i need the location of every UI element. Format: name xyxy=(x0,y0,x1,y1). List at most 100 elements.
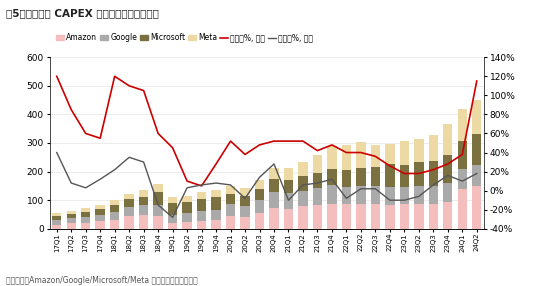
Bar xyxy=(183,202,192,213)
Bar xyxy=(443,155,453,183)
Bar xyxy=(284,180,293,193)
Bar xyxy=(197,199,206,211)
Bar xyxy=(124,194,134,199)
Bar xyxy=(385,187,394,205)
Bar xyxy=(168,203,177,214)
Bar xyxy=(298,162,307,176)
Bar xyxy=(240,206,250,217)
Bar xyxy=(313,188,322,205)
Bar xyxy=(255,213,264,229)
Bar xyxy=(124,216,134,229)
Bar xyxy=(81,223,90,229)
Bar xyxy=(327,146,337,169)
Bar xyxy=(153,184,163,192)
Bar xyxy=(356,186,366,204)
Bar xyxy=(211,220,221,229)
Bar xyxy=(385,164,394,187)
Bar xyxy=(385,205,394,229)
Bar xyxy=(110,200,119,205)
Bar xyxy=(255,200,264,213)
Bar xyxy=(428,186,438,204)
Bar xyxy=(313,155,322,173)
Bar xyxy=(211,197,221,210)
Bar xyxy=(400,141,409,165)
Bar xyxy=(284,193,293,209)
Bar xyxy=(428,204,438,229)
Bar xyxy=(168,223,177,229)
Bar xyxy=(52,216,62,220)
Bar xyxy=(211,190,221,197)
Bar xyxy=(342,204,351,229)
Bar xyxy=(226,194,235,204)
Bar xyxy=(67,218,76,223)
Bar xyxy=(168,214,177,223)
Bar xyxy=(255,180,264,189)
Bar xyxy=(183,213,192,222)
Bar xyxy=(96,214,105,221)
Bar xyxy=(240,217,250,229)
Bar xyxy=(124,199,134,207)
Bar xyxy=(226,216,235,229)
Text: 资料来源：Amazon/Google/Microsoft/Meta 季报，民生证券研究院: 资料来源：Amazon/Google/Microsoft/Meta 季报，民生证… xyxy=(6,276,197,285)
Bar xyxy=(356,204,366,229)
Bar xyxy=(270,208,279,229)
Bar xyxy=(153,192,163,205)
Bar xyxy=(96,221,105,229)
Bar xyxy=(52,220,62,225)
Bar xyxy=(226,204,235,216)
Bar xyxy=(327,169,337,185)
Bar xyxy=(67,214,76,218)
Bar xyxy=(153,205,163,216)
Bar xyxy=(327,185,337,204)
Bar xyxy=(385,144,394,164)
Bar xyxy=(67,223,76,229)
Bar xyxy=(139,214,148,229)
Bar xyxy=(458,169,467,189)
Bar xyxy=(371,204,380,229)
Bar xyxy=(298,176,307,191)
Bar xyxy=(52,225,62,229)
Bar xyxy=(414,139,424,162)
Bar xyxy=(458,141,467,169)
Legend: Amazon, Google, Microsoft, Meta, 同比（%, 右）, 环比（%, 右）: Amazon, Google, Microsoft, Meta, 同比（%, 右… xyxy=(53,30,316,45)
Bar xyxy=(270,192,279,208)
Bar xyxy=(240,188,250,196)
Bar xyxy=(458,189,467,229)
Bar xyxy=(153,216,163,229)
Bar xyxy=(240,196,250,206)
Bar xyxy=(139,197,148,205)
Bar xyxy=(183,222,192,229)
Bar xyxy=(211,210,221,220)
Bar xyxy=(371,186,380,204)
Bar xyxy=(284,168,293,180)
Bar xyxy=(81,208,90,212)
Bar xyxy=(139,205,148,214)
Bar xyxy=(284,209,293,229)
Bar xyxy=(110,205,119,212)
Bar xyxy=(400,165,409,187)
Bar xyxy=(428,161,438,186)
Bar xyxy=(472,186,481,229)
Bar xyxy=(197,211,206,221)
Bar xyxy=(443,183,453,202)
Bar xyxy=(124,207,134,216)
Bar xyxy=(414,204,424,229)
Bar xyxy=(414,162,424,186)
Bar xyxy=(81,217,90,223)
Bar xyxy=(270,179,279,192)
Bar xyxy=(96,209,105,214)
Bar xyxy=(298,206,307,229)
Bar xyxy=(110,212,119,220)
Bar xyxy=(400,187,409,204)
Bar xyxy=(342,145,351,170)
Bar xyxy=(428,135,438,161)
Bar xyxy=(81,212,90,217)
Bar xyxy=(270,168,279,179)
Bar xyxy=(226,186,235,194)
Bar xyxy=(327,204,337,229)
Bar xyxy=(183,196,192,202)
Bar xyxy=(371,167,380,186)
Bar xyxy=(197,221,206,229)
Bar xyxy=(313,173,322,188)
Bar xyxy=(400,204,409,229)
